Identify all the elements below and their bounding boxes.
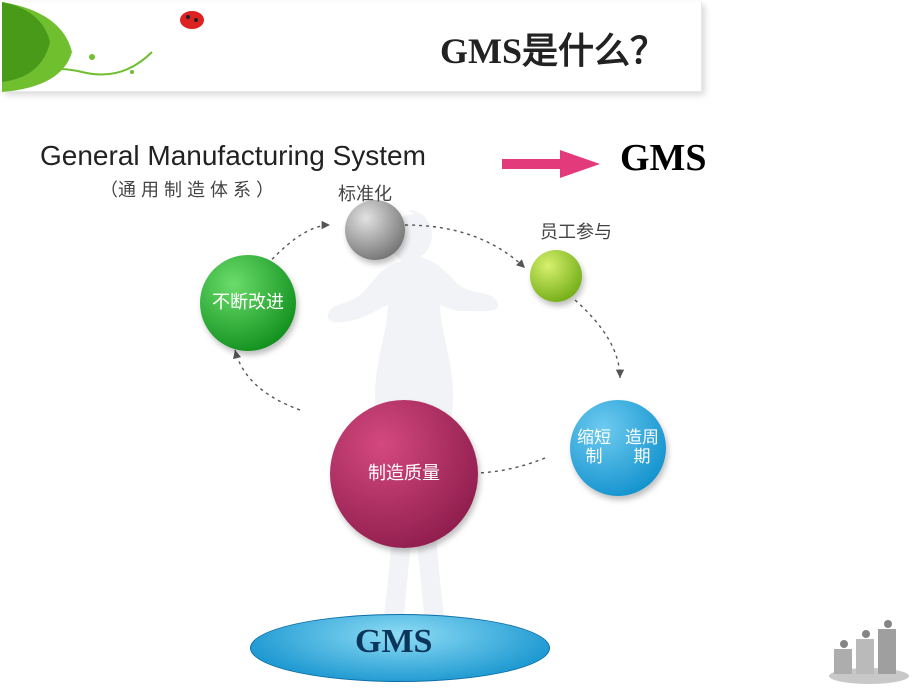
node-quality: 制造质量 <box>330 400 478 548</box>
base-label: GMS <box>355 623 432 661</box>
node-improve-label-line: 改进 <box>248 293 284 313</box>
node-cycle-label-line: 造周期 <box>618 429 666 466</box>
node-cycle-label-line: 缩短制 <box>570 429 618 466</box>
corner-decoration-icon <box>824 614 914 684</box>
heading-english: General Manufacturing System <box>40 140 426 172</box>
cycle-arrow-engage-cycle <box>575 300 620 378</box>
node-cycle: 缩短制造周期 <box>570 400 666 496</box>
node-quality-label-line: 制造质量 <box>368 464 440 484</box>
node-standard <box>345 200 405 260</box>
slide-title: GMS是什么？ <box>440 22 666 74</box>
leaf-decoration-icon <box>2 2 222 92</box>
node-engage-external-label: 员工参与 <box>540 218 612 244</box>
cycle-arrow-quality-improve <box>235 350 300 410</box>
node-improve: 不断改进 <box>200 255 296 351</box>
arrow-right-icon <box>500 146 610 182</box>
heading-chinese-sub: （通 用 制 造 体 系 ） <box>100 176 274 202</box>
node-improve-label-line: 不断 <box>212 293 248 313</box>
node-standard-external-label: 标准化 <box>338 180 392 206</box>
node-engage <box>530 250 582 302</box>
abbrev-top: GMS <box>620 136 707 180</box>
